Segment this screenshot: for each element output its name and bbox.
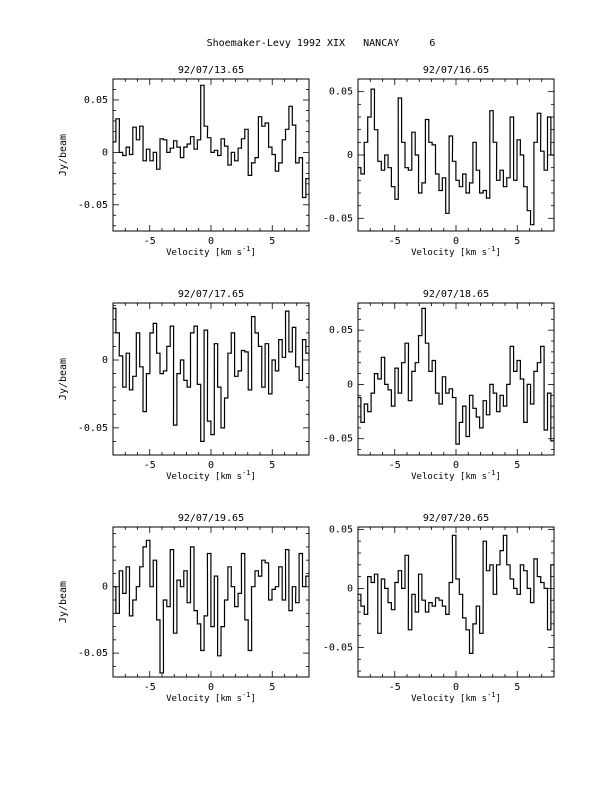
y-tick-label: -0.05 [78,648,108,659]
spectrum-line [358,88,554,226]
y-tick-label: -0.05 [78,423,108,434]
x-axis-label: Velocity [km s-1] [166,469,256,482]
y-tick-label: 0.05 [329,325,353,336]
x-tick-label: -5 [389,460,401,471]
y-tick-label: 0.05 [329,87,353,98]
x-tick-label: -5 [144,682,156,693]
panel-2: -5 0 5 0.05 0 -0.05 92/07/16.65 Velocity [km s-… [323,65,555,258]
y-tick-label: -0.05 [323,642,353,653]
x-tick-label: 0 [453,460,459,471]
panel-title: 92/07/18.65 [423,289,489,300]
x-tick-label: 0 [453,682,459,693]
panel-3: -5 0 5 0 -0.05 92/07/17.65 Velocity [km s-1] Jy… [58,289,310,482]
y-axis-label: Jy/beam [58,581,69,623]
panel-title: 92/07/19.65 [178,513,244,524]
x-tick-label: 5 [269,460,275,471]
spectrum-line [113,84,309,199]
panel-title: 92/07/20.65 [423,513,489,524]
x-tick-label: 5 [269,682,275,693]
spectrum-line [113,307,309,442]
x-tick-label: 5 [514,460,520,471]
y-axis-label: Jy/beam [58,134,69,176]
spectrum-line [113,539,309,674]
y-tick-label: 0.05 [329,524,353,535]
y-tick-label: 0 [102,355,108,366]
y-tick-label: 0.05 [84,95,108,106]
x-tick-label: 0 [208,682,214,693]
y-tick-label: -0.05 [323,434,353,445]
x-axis-label: Velocity [km s-1] [166,245,256,258]
x-tick-label: 0 [453,236,459,247]
x-tick-label: -5 [389,682,401,693]
y-tick-label: 0 [347,583,353,594]
panel-4: -5 0 5 0.05 0 -0.05 92/07/18.65 Velocity [km s-… [323,289,555,482]
x-tick-label: 0 [208,460,214,471]
y-tick-label: -0.05 [323,213,353,224]
spectrum-line [358,534,554,654]
x-tick-label: -5 [144,236,156,247]
x-tick-label: 5 [269,236,275,247]
x-axis-label: Velocity [km s-1] [411,469,501,482]
y-tick-label: -0.05 [78,200,108,211]
x-tick-label: 5 [514,682,520,693]
panel-title: 92/07/16.65 [423,65,489,76]
y-axis-label: Jy/beam [58,358,69,400]
x-axis-label: Velocity [km s-1] [411,245,501,258]
panel-title: 92/07/13.65 [178,65,244,76]
x-axis-label: Velocity [km s-1] [166,691,256,704]
y-tick-label: 0 [347,150,353,161]
x-tick-label: 5 [514,236,520,247]
x-tick-label: -5 [389,236,401,247]
page-title: Shoemaker-Levy 1992 XIX NANCAY 6 [206,38,436,49]
x-axis-label: Velocity [km s-1] [411,691,501,704]
y-tick-label: 0 [347,379,353,390]
panel-1: -5 0 5 0.05 0 -0.05 92/07/13.65 Velocity [km s-… [58,65,310,258]
spectrum-line [358,307,554,445]
panel-6: -5 0 5 0.05 0 -0.05 92/07/20.65 Velocity [km s-… [323,513,555,704]
plot-frame [112,78,310,232]
panel-title: 92/07/17.65 [178,289,244,300]
y-tick-label: 0 [102,147,108,158]
x-tick-label: 0 [208,236,214,247]
panel-5: -5 0 5 0 -0.05 92/07/19.65 Velocity [km s-1] Jy… [58,513,310,704]
x-tick-label: -5 [144,460,156,471]
y-tick-label: 0 [102,582,108,593]
